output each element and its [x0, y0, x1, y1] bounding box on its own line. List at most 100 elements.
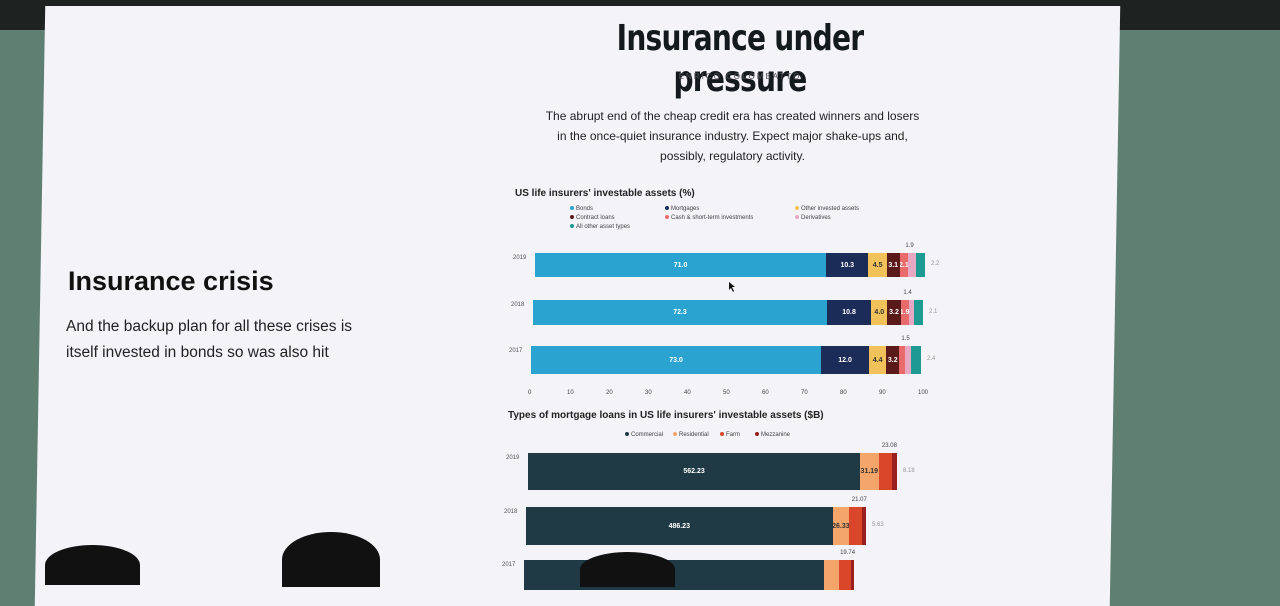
category-label: 2018: [504, 509, 518, 515]
legend-item: Cash & short-term investments: [665, 215, 753, 221]
bar-segment: [838, 560, 852, 590]
bar-segment: [899, 346, 906, 374]
axis-tick-label: 30: [645, 390, 652, 396]
audience-head: [580, 552, 675, 587]
legend-label: Derivatives: [801, 215, 831, 221]
bar-value-label: 10.8: [827, 300, 872, 325]
bar-value-label: 4.0: [871, 300, 888, 325]
bar-row: 71.0 10.3 4.5 3.1 2.1: [535, 253, 925, 277]
bar-value-label: 10.3: [826, 253, 869, 277]
bar-annotation: 2.2: [931, 261, 940, 267]
bar-segment: [908, 300, 915, 325]
legend-item: Other invested assets: [795, 206, 859, 212]
bar-annotation: 8.18: [903, 467, 915, 474]
bar-annotation: 2.1: [929, 308, 938, 315]
bar-value-label: 4.5: [868, 253, 887, 277]
bar-value-label: 4.4: [868, 346, 887, 374]
bar-value-label: 2.1: [899, 253, 909, 277]
bar-value-label: 72.3: [533, 300, 828, 325]
bar-annotation: 5.63: [872, 522, 884, 528]
bar-value-label: 1.9: [900, 300, 909, 325]
category-label: 2017: [509, 348, 523, 354]
bar-row: 486.23 26.33: [526, 507, 866, 545]
legend-swatch: [720, 432, 724, 437]
legend-swatch: [755, 432, 759, 437]
bar-row: [524, 560, 854, 590]
axis-tick-label: 40: [684, 390, 691, 396]
legend-item: Mortgages: [665, 206, 699, 212]
axis-tick-label: 0: [528, 390, 532, 396]
chart2-title: Types of mortgage loans in US life insur…: [508, 410, 824, 421]
bar-row: 72.3 10.8 4.0 3.2 1.9: [533, 300, 923, 325]
bar-value-label: 3.2: [886, 346, 900, 374]
bar-value-label: 12.0: [821, 346, 869, 374]
bar-segment: [908, 253, 916, 277]
legend-item: Bonds: [570, 206, 593, 212]
category-label: 2019: [506, 455, 520, 461]
bar-annotation: 1.5: [901, 336, 910, 342]
author-byline: ENRICO COLOMBATTO: [678, 72, 802, 81]
legend-label: Farm: [726, 432, 740, 438]
legend-label: Residential: [679, 432, 709, 438]
bar-value-label: 26.33: [832, 507, 850, 545]
axis-tick-label: 80: [840, 390, 847, 396]
bar-segment: [862, 507, 866, 545]
bar-annotation: 1.4: [903, 290, 912, 296]
bar-segment: [823, 560, 839, 590]
bar-segment: [851, 560, 854, 590]
axis-tick-label: 20: [606, 390, 613, 396]
bar-annotation: 2.4: [927, 356, 936, 362]
mouse-cursor-icon: [729, 282, 735, 292]
bar-annotation: 23.08: [881, 443, 897, 449]
side-heading: Insurance crisis: [68, 266, 274, 296]
bar-segment: [892, 453, 897, 490]
legend-item: Residential: [673, 432, 709, 438]
slide-title: Insurance under pressure: [616, 18, 864, 100]
chart1-title: US life insurers' investable assets (%): [515, 188, 695, 199]
category-label: 2018: [511, 302, 525, 308]
bar-annotation: 19.74: [840, 550, 856, 556]
legend-item: Contract loans: [570, 215, 615, 221]
slide-description: The abrupt end of the cheap credit era h…: [545, 109, 920, 163]
legend-swatch: [795, 215, 799, 220]
bar-segment: [849, 507, 863, 545]
axis-tick-label: 50: [723, 390, 730, 396]
bar-segment: [914, 300, 923, 325]
axis-tick-label: 10: [567, 390, 574, 396]
legend-label: Commercial: [631, 432, 664, 438]
axis-tick-label: 100: [918, 390, 929, 396]
legend-swatch: [570, 215, 574, 220]
category-label: 2017: [502, 562, 516, 568]
bar-row: 562.23 31.19: [528, 453, 897, 490]
bar-annotation: 21.07: [851, 497, 867, 503]
legend-swatch: [570, 206, 574, 211]
legend-label: Other invested assets: [801, 206, 860, 212]
legend-swatch: [665, 206, 669, 211]
legend-label: Cash & short-term investments: [671, 215, 754, 221]
legend-item: Farm: [720, 432, 740, 438]
legend-swatch: [673, 432, 677, 437]
legend-swatch: [795, 206, 799, 211]
bar-value-label: 3.1: [886, 253, 900, 277]
category-label: 2019: [513, 255, 527, 261]
audience-head: [45, 545, 140, 585]
legend-item: All other asset types: [570, 224, 630, 230]
axis-tick-label: 70: [801, 390, 808, 396]
legend-label: Mezzanine: [761, 432, 791, 438]
bar-annotation: 1.9: [905, 243, 914, 249]
legend-label: All other asset types: [576, 224, 631, 230]
legend-label: Mortgages: [671, 206, 700, 212]
legend-item: Derivatives: [795, 215, 831, 221]
legend-label: Bonds: [576, 206, 594, 212]
bar-segment: [915, 253, 925, 277]
chart1-legend: Bonds Mortgages Other invested assets Contr…: [570, 206, 910, 236]
bar-value-label: 73.0: [531, 346, 822, 374]
bar-segment: [911, 346, 921, 374]
bar-value-label: 486.23: [526, 507, 833, 545]
legend-item: Mezzanine: [755, 432, 790, 438]
side-text: And the backup plan for all these crises…: [66, 318, 353, 361]
audience-head: [282, 532, 380, 587]
bar-value-label: 31.19: [860, 453, 879, 490]
bar-segment: [905, 346, 912, 374]
legend-swatch: [570, 224, 574, 229]
